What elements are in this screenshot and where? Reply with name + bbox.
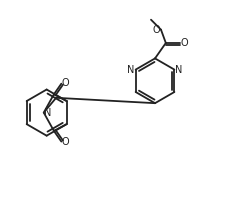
Text: N: N xyxy=(127,65,135,75)
Text: N: N xyxy=(44,108,52,118)
Text: O: O xyxy=(180,38,188,48)
Text: N: N xyxy=(175,65,183,75)
Text: O: O xyxy=(62,137,69,147)
Text: O: O xyxy=(62,78,69,88)
Text: O: O xyxy=(153,25,160,35)
